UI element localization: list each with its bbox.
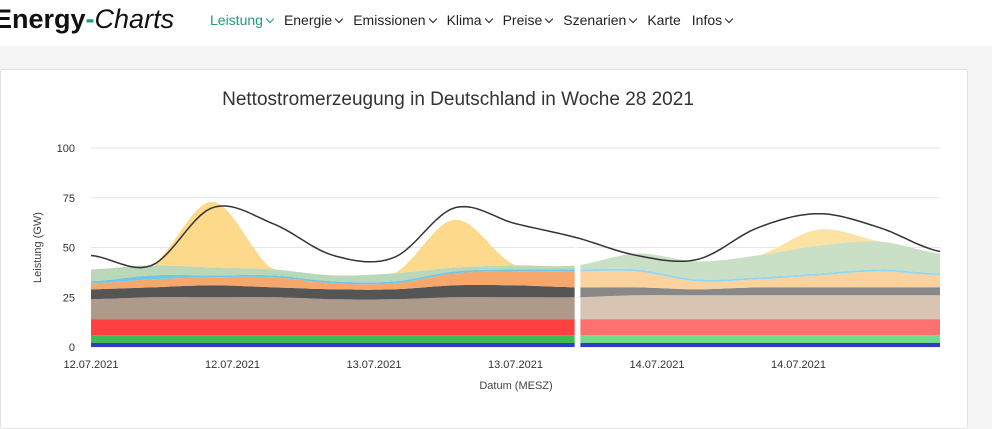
series-forecast-area-braunkohle[interactable] [580,295,940,320]
menu-szenarien-label: Szenarien [563,12,627,28]
generation-chart[interactable]: 0 25 50 75 100 12.07.2021 12.07.2021 13.07.2021… [0,0,992,410]
x-axis-label: Datum (MESZ) [479,380,552,392]
menu-emissionen[interactable]: Emissionen [353,12,437,28]
x-tick-label: 14.07.2021 [771,359,826,371]
y-tick-label: 100 [57,143,75,155]
series-forecast-area-erdgas[interactable] [580,270,940,290]
x-tick-label: 12.07.2021 [63,359,118,371]
menu-szenarien[interactable]: Szenarien [563,12,638,28]
series-forecast-area-kernenergie[interactable] [580,319,940,336]
series-area-kernenergie[interactable] [91,319,576,336]
x-tick-label: 14.07.2021 [629,359,684,371]
load-line[interactable] [90,205,941,269]
main-menu: Leistung Energie Emissionen Klima Preise… [210,0,734,40]
menu-preise[interactable]: Preise [502,12,554,28]
menu-emissionen-label: Emissionen [353,12,426,28]
series-area-wasserkraft[interactable] [91,335,576,343]
series-area-steinkohle[interactable] [91,284,576,300]
series-area-wind-onshore[interactable] [91,269,576,285]
menu-preise-label: Preise [502,12,543,28]
energy-charts-logo[interactable]: Energy-Charts [0,2,174,36]
series-area-braunkohle[interactable] [91,297,576,320]
y-tick-label: 50 [63,243,75,255]
series-forecast-area-biomasse-blau[interactable] [580,343,940,347]
menu-infos[interactable]: Infos [691,12,734,28]
series-forecast-area-wind-onshore[interactable] [580,268,940,282]
brand-dash: - [85,4,95,34]
menu-karte[interactable]: Karte [647,12,680,28]
series-forecast-area-solar[interactable] [580,229,940,265]
series-area-erdgas[interactable] [91,271,576,290]
x-tick-label: 13.07.2021 [488,359,543,371]
y-tick-label: 0 [69,342,75,354]
brand-part-charts: Charts [94,4,175,34]
series-forecast-area-wasserkraft[interactable] [580,335,940,343]
series-area-wind[interactable] [91,265,576,283]
menu-klima-label: Klima [446,12,482,28]
chart-title: Nettostromerzeugung in Deutschland in Wo… [222,89,694,110]
menu-energie[interactable]: Energie [283,12,344,28]
y-axis-label: Leistung (GW) [32,212,44,283]
series-forecast-area-steinkohle[interactable] [580,287,940,298]
menu-energie-label: Energie [283,12,333,28]
y-tick-label: 25 [63,292,75,304]
series-area-biomasse-blau[interactable] [91,343,576,347]
brand-part-energy: Energy [0,4,86,34]
menu-leistung[interactable]: Leistung [210,12,275,28]
series-area-solar[interactable] [91,201,576,276]
menu-karte-label: Karte [647,12,681,28]
x-tick-label: 12.07.2021 [205,359,260,371]
menu-infos-label: Infos [691,12,723,28]
x-tick-label: 13.07.2021 [346,359,401,371]
y-tick-label: 75 [63,193,75,205]
menu-klima[interactable]: Klima [446,12,493,28]
top-navigation-bar: Energy-Charts Leistung Energie Emissione… [0,0,992,46]
menu-leistung-label: Leistung [210,12,263,28]
series-forecast-area-wind[interactable] [580,241,940,280]
